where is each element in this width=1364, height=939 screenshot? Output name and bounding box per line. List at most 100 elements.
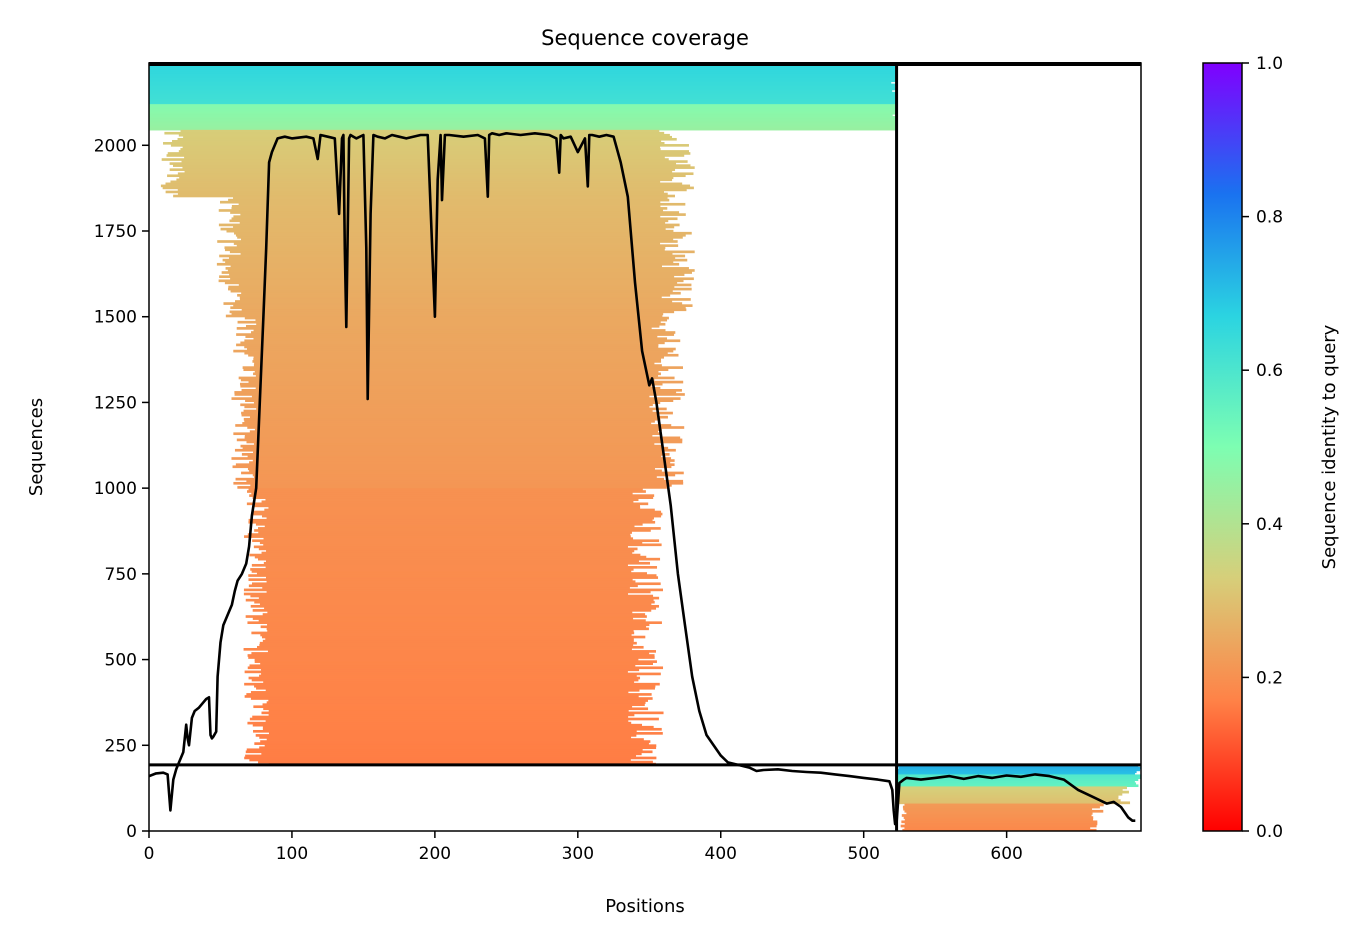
heatmap-band bbox=[162, 186, 694, 190]
heatmap-band bbox=[268, 709, 629, 713]
heatmap-band bbox=[265, 566, 658, 569]
heatmap-band bbox=[246, 748, 643, 752]
heatmap-band bbox=[229, 310, 675, 314]
heatmap-band bbox=[263, 707, 649, 711]
heatmap-band bbox=[253, 705, 633, 709]
heatmap-band bbox=[235, 233, 686, 237]
y-tick-label: 1250 bbox=[94, 393, 137, 413]
heatmap-band bbox=[237, 320, 661, 324]
heatmap-band bbox=[180, 148, 661, 151]
heatmap-band bbox=[896, 799, 1121, 803]
heatmap-band bbox=[254, 529, 651, 532]
heatmap-band bbox=[160, 184, 691, 188]
heatmap-band bbox=[259, 746, 657, 750]
heatmap-band bbox=[247, 621, 662, 625]
heatmap-band bbox=[233, 432, 662, 436]
heatmap-band bbox=[897, 786, 1127, 790]
heatmap-band bbox=[228, 285, 675, 289]
heatmap-band bbox=[238, 376, 675, 380]
heatmap-band bbox=[244, 756, 657, 760]
y-tick-label: 0 bbox=[126, 822, 137, 842]
heatmap-band bbox=[220, 200, 661, 204]
heatmap-band bbox=[259, 602, 652, 606]
heatmap-band bbox=[240, 444, 664, 448]
heatmap-band bbox=[268, 713, 635, 717]
heatmap-band bbox=[265, 576, 659, 579]
heatmap-band bbox=[236, 244, 679, 247]
heatmap-band bbox=[247, 721, 632, 725]
colorbar-tick-label: 0.6 bbox=[1256, 361, 1283, 381]
heatmap-band bbox=[896, 768, 1141, 772]
coverage-line-layer bbox=[149, 132, 1136, 826]
heatmap-band bbox=[244, 345, 659, 349]
heatmap-band bbox=[230, 264, 662, 268]
heatmap-band bbox=[149, 73, 897, 76]
heatmap-band bbox=[149, 91, 897, 95]
heatmap-band bbox=[244, 682, 660, 686]
heatmap-band bbox=[234, 448, 676, 452]
heatmap-band bbox=[898, 766, 1141, 770]
heatmap-band bbox=[256, 322, 666, 326]
y-axis-label: Sequences bbox=[26, 398, 47, 496]
heatmap-band bbox=[252, 723, 643, 727]
heatmap-band bbox=[149, 89, 893, 93]
heatmap-band bbox=[901, 820, 1098, 824]
heatmap-band bbox=[251, 492, 633, 495]
heatmap-band bbox=[263, 561, 651, 565]
heatmap-band bbox=[250, 484, 672, 487]
heatmap-band bbox=[235, 463, 675, 467]
heatmap-band bbox=[230, 211, 680, 214]
heatmap-band bbox=[253, 358, 662, 361]
y-tick-label: 1750 bbox=[94, 222, 137, 242]
x-tick-label: 600 bbox=[990, 844, 1022, 864]
y-tick-label: 1000 bbox=[94, 479, 137, 499]
heatmap-band bbox=[231, 207, 668, 210]
heatmap-band bbox=[231, 312, 664, 316]
heatmap-band bbox=[261, 551, 633, 555]
heatmap-band bbox=[244, 339, 681, 343]
heatmap-band bbox=[256, 572, 647, 575]
heatmap-band bbox=[219, 254, 686, 258]
heatmap-band bbox=[241, 291, 681, 295]
heatmap-band bbox=[262, 586, 630, 590]
heatmap-band bbox=[249, 415, 668, 419]
heatmap-band bbox=[229, 273, 685, 276]
heatmap-band bbox=[240, 378, 655, 382]
heatmap-band bbox=[149, 110, 897, 113]
heatmap-band bbox=[237, 486, 667, 489]
heatmap-band bbox=[169, 162, 677, 165]
heatmap-band bbox=[244, 351, 668, 355]
heatmap-band bbox=[259, 541, 643, 545]
heatmap-band bbox=[239, 296, 662, 299]
heatmap-band bbox=[235, 300, 673, 303]
heatmap-band bbox=[243, 409, 653, 413]
heatmap-band bbox=[249, 553, 641, 557]
heatmap-band bbox=[253, 364, 662, 367]
heatmap-band bbox=[149, 71, 897, 74]
heatmap-band bbox=[149, 87, 897, 91]
y-axis: 0 250 500 750 1000 1250 1500 1750 2000 bbox=[94, 136, 149, 842]
heatmap-band bbox=[254, 600, 655, 604]
heatmap-band bbox=[251, 563, 628, 567]
heatmap-band bbox=[149, 125, 897, 129]
heatmap-band bbox=[246, 693, 652, 696]
heatmap-band bbox=[218, 223, 680, 227]
heatmap-band bbox=[258, 531, 632, 534]
heatmap-band bbox=[245, 324, 660, 328]
heatmap-band bbox=[244, 695, 639, 698]
heatmap-band bbox=[164, 131, 665, 135]
heatmap-band bbox=[239, 298, 691, 301]
heatmap-band bbox=[247, 533, 631, 536]
heatmap-band bbox=[266, 738, 644, 741]
heatmap-band bbox=[231, 217, 678, 221]
heatmap-band bbox=[904, 822, 1098, 826]
heatmap-band bbox=[180, 129, 660, 133]
heatmap-band bbox=[176, 178, 673, 182]
heatmap-band bbox=[245, 399, 674, 402]
heatmap-band bbox=[268, 506, 641, 510]
heatmap-band bbox=[240, 341, 665, 345]
heatmap-band bbox=[252, 617, 634, 620]
heatmap-band bbox=[242, 422, 652, 425]
heatmap-band bbox=[255, 318, 668, 322]
